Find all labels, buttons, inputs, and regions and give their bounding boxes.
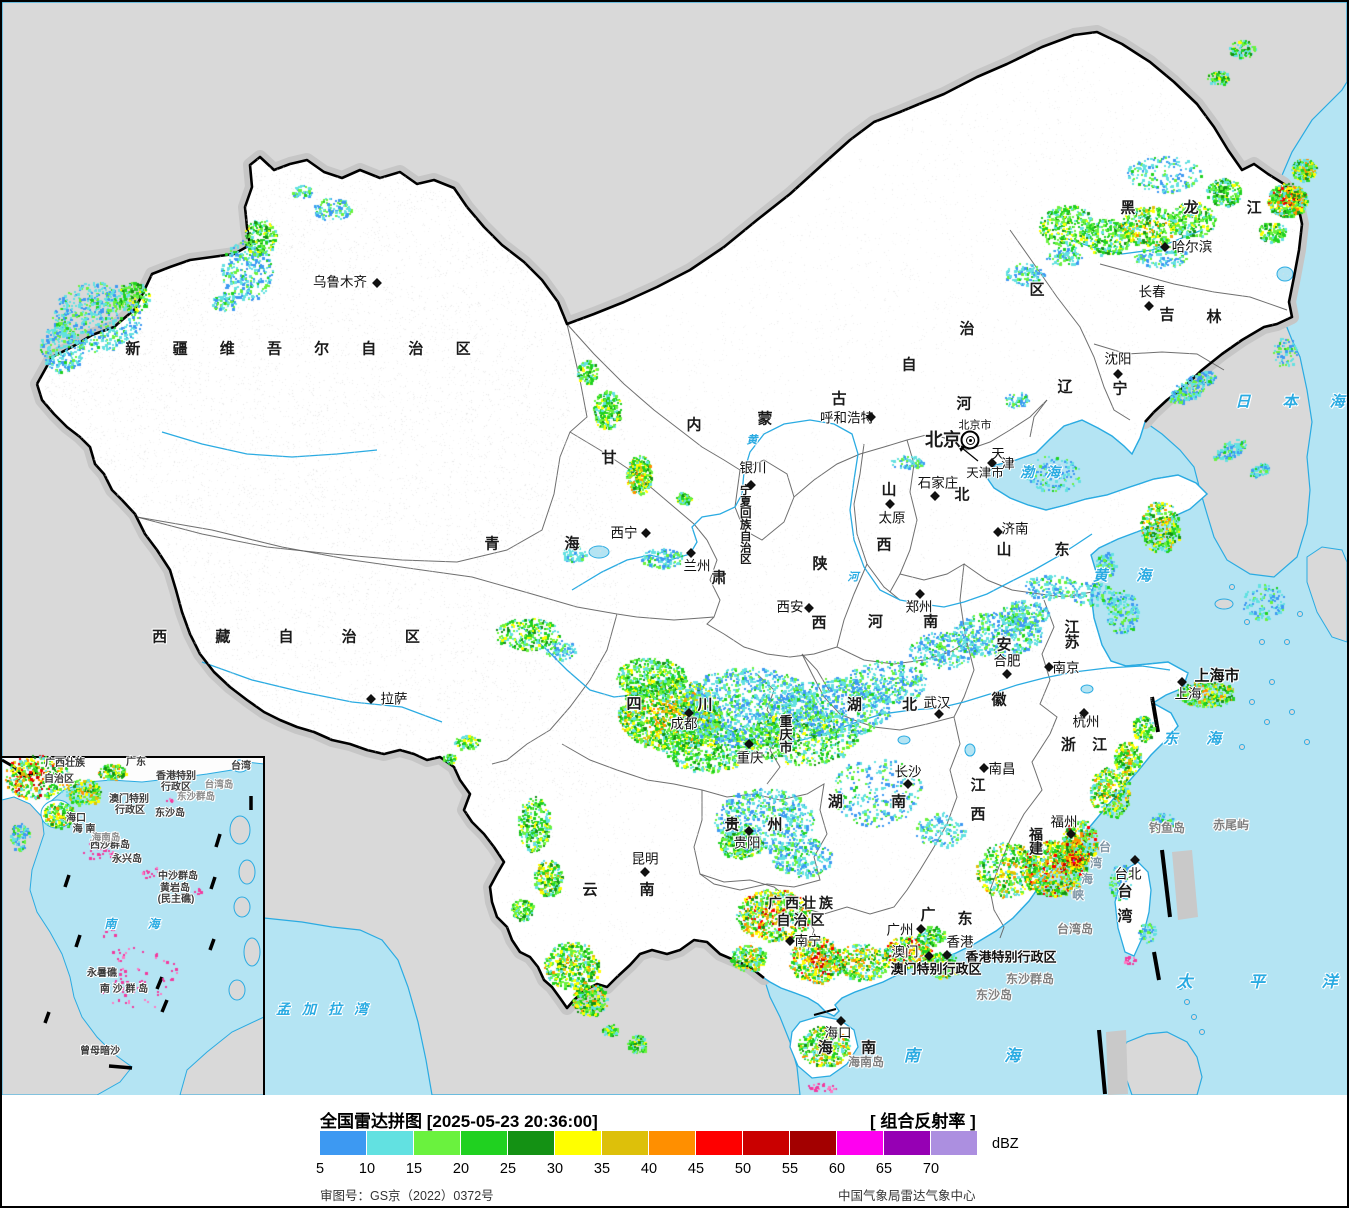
scale-cell-60 [837,1131,883,1155]
scale-cell-25 [508,1131,554,1155]
unit-label: dBZ [992,1136,1019,1152]
scale-tick: 45 [687,1161,705,1177]
agency-credit: 中国气象局雷达气象中心 [838,1189,976,1203]
scale-cell-15 [414,1131,460,1155]
scale-tick: 55 [781,1161,799,1177]
scale-tick-labels: 5 10 15 20 25 30 35 40 45 50 55 60 65 70 [2,1161,1347,1177]
scale-tick: 50 [734,1161,752,1177]
scale-tick: 35 [593,1161,611,1177]
reflectivity-color-scale [320,1131,978,1155]
scale-cell-45 [696,1131,742,1155]
map-title: 全国雷达拼图 [2025-05-23 20:36:00] [320,1112,598,1131]
scale-tick: 5 [315,1161,325,1177]
scale-cell-50 [743,1131,789,1155]
scale-tick: 40 [640,1161,658,1177]
scale-tick: 65 [875,1161,893,1177]
scale-cell-20 [461,1131,507,1155]
scale-cell-55 [790,1131,836,1155]
radar-echo-canvas [2,2,1347,1095]
scale-cell-10 [367,1131,413,1155]
product-name: [ 组合反射率 ] [870,1112,976,1131]
map-area: 新 疆 维 吾 尔 自 治 区西 藏 自 治 区青海甘肃内蒙古自治区黑 龙 江吉… [2,2,1347,1095]
scale-tick: 70 [922,1161,940,1177]
scale-cell-70 [931,1131,977,1155]
map-approval-number: 审图号：GS京（2022）0372号 [320,1189,494,1203]
scale-cell-35 [602,1131,648,1155]
legend-bar: 全国雷达拼图 [2025-05-23 20:36:00] [ 组合反射率 ] d… [2,1095,1347,1206]
scale-cell-5 [320,1131,366,1155]
scale-cell-40 [649,1131,695,1155]
scale-cell-30 [555,1131,601,1155]
scale-tick: 10 [358,1161,376,1177]
scale-tick: 15 [405,1161,423,1177]
scale-tick: 25 [499,1161,517,1177]
scale-tick: 30 [546,1161,564,1177]
scale-tick: 60 [828,1161,846,1177]
scale-cell-65 [884,1131,930,1155]
scale-tick: 20 [452,1161,470,1177]
